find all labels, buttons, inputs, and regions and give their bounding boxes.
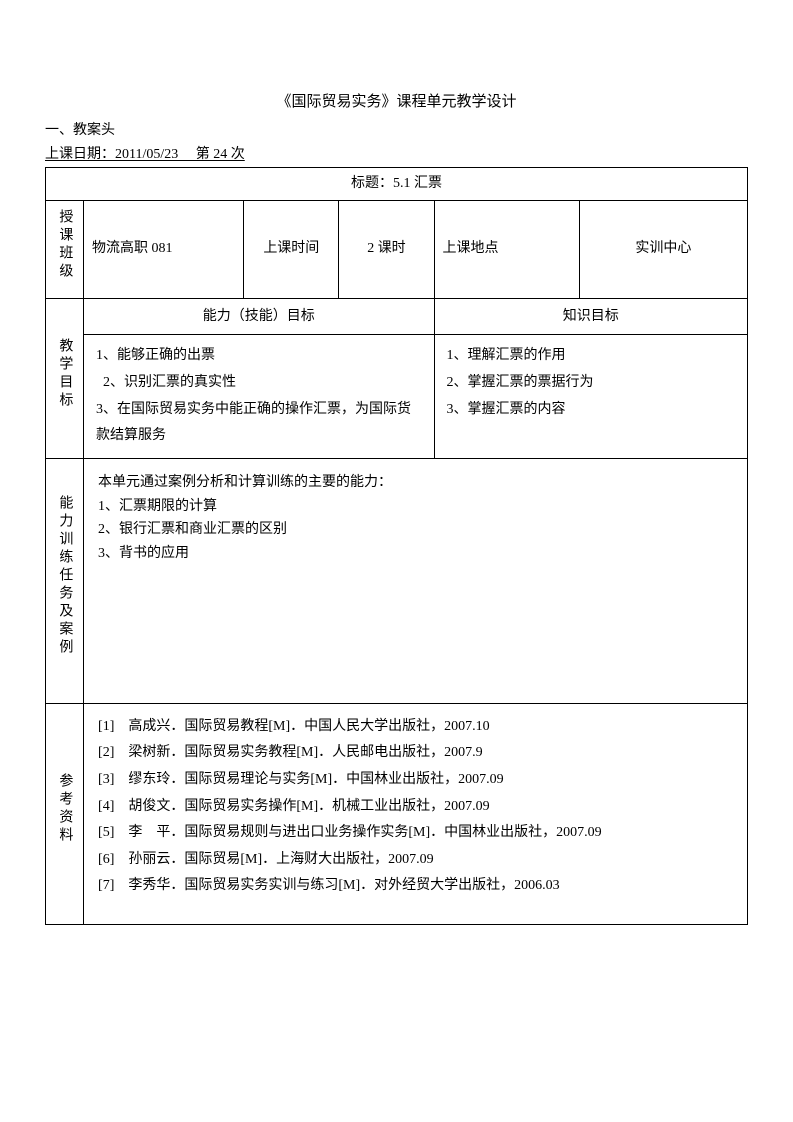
training-item-1: 1、汇票期限的计算 xyxy=(98,495,733,519)
place-label: 上课地点 xyxy=(434,200,579,298)
date-line: 上课日期：2011/05/23 第 24 次 xyxy=(45,143,748,163)
reference-4: [4] 胡俊文．国际贸易实务操作[M]．机械工业出版社，2007.09 xyxy=(98,794,733,821)
goal-header-row: 教学目标 能力（技能）目标 知识目标 xyxy=(46,298,748,335)
class-label-cell: 授课班级 xyxy=(46,200,84,298)
references-label-cell: 参考资料 xyxy=(46,703,84,924)
skill-goal-header: 能力（技能）目标 xyxy=(84,298,434,335)
class-info-row: 授课班级 物流高职 081 上课时间 2 课时 上课地点 实训中心 xyxy=(46,200,748,298)
knowledge-goal-2: 2、掌握汇票的票据行为 xyxy=(447,370,736,397)
knowledge-goal-3: 3、掌握汇票的内容 xyxy=(447,397,736,424)
reference-2: [2] 梁树新．国际贸易实务教程[M]．人民邮电出版社，2007.9 xyxy=(98,740,733,767)
training-row: 能力训练任务及案例 本单元通过案例分析和计算训练的主要的能力： 1、汇票期限的计… xyxy=(46,458,748,703)
time-label: 上课时间 xyxy=(244,200,339,298)
lesson-plan-table: 标题：5.1 汇票 授课班级 物流高职 081 上课时间 2 课时 上课地点 实… xyxy=(45,167,748,925)
page-container: 《国际贸易实务》课程单元教学设计 一、教案头 上课日期：2011/05/23 第… xyxy=(0,0,793,970)
section-header: 一、教案头 xyxy=(45,119,748,139)
reference-5: [5] 李 平．国际贸易规则与进出口业务操作实务[M]．中国林业出版社，2007… xyxy=(98,820,733,847)
skill-goal-2: 2、识别汇票的真实性 xyxy=(96,370,421,397)
title-row: 标题：5.1 汇票 xyxy=(46,168,748,201)
class-name: 物流高职 081 xyxy=(84,200,244,298)
goal-content-row: 1、能够正确的出票 2、识别汇票的真实性 3、在国际贸易实务中能正确的操作汇票，… xyxy=(46,335,748,458)
skill-goal-1: 1、能够正确的出票 xyxy=(96,343,421,370)
training-content-cell: 本单元通过案例分析和计算训练的主要的能力： 1、汇票期限的计算 2、银行汇票和商… xyxy=(84,458,748,703)
reference-7: [7] 李秀华．国际贸易实务实训与练习[M]．对外经贸大学出版社，2006.03 xyxy=(98,873,733,900)
references-label: 参考资料 xyxy=(53,773,77,845)
place: 实训中心 xyxy=(579,200,747,298)
skill-goals-cell: 1、能够正确的出票 2、识别汇票的真实性 3、在国际贸易实务中能正确的操作汇票，… xyxy=(84,335,434,458)
references-content-cell: [1] 高成兴．国际贸易教程[M]．中国人民大学出版社，2007.10 [2] … xyxy=(84,703,748,924)
knowledge-goals-cell: 1、理解汇票的作用 2、掌握汇票的票据行为 3、掌握汇票的内容 xyxy=(434,335,748,458)
class-label: 授课班级 xyxy=(53,209,77,281)
training-intro: 本单元通过案例分析和计算训练的主要的能力： xyxy=(98,471,733,495)
reference-3: [3] 缪东玲．国际贸易理论与实务[M]．中国林业出版社，2007.09 xyxy=(98,767,733,794)
goals-label: 教学目标 xyxy=(53,338,77,410)
training-label-cell: 能力训练任务及案例 xyxy=(46,458,84,703)
reference-1: [1] 高成兴．国际贸易教程[M]．中国人民大学出版社，2007.10 xyxy=(98,714,733,741)
training-item-3: 3、背书的应用 xyxy=(98,542,733,566)
training-item-2: 2、银行汇票和商业汇票的区别 xyxy=(98,518,733,542)
knowledge-goal-1: 1、理解汇票的作用 xyxy=(447,343,736,370)
training-label: 能力训练任务及案例 xyxy=(53,495,77,657)
topic-title: 标题：5.1 汇票 xyxy=(46,168,748,201)
duration: 2 课时 xyxy=(339,200,434,298)
knowledge-goal-header: 知识目标 xyxy=(434,298,748,335)
document-title: 《国际贸易实务》课程单元教学设计 xyxy=(45,90,748,111)
references-row: 参考资料 [1] 高成兴．国际贸易教程[M]．中国人民大学出版社，2007.10… xyxy=(46,703,748,924)
goals-label-cell: 教学目标 xyxy=(46,298,84,458)
reference-6: [6] 孙丽云．国际贸易[M]．上海财大出版社，2007.09 xyxy=(98,847,733,874)
skill-goal-3: 3、在国际贸易实务中能正确的操作汇票，为国际货款结算服务 xyxy=(96,397,421,450)
